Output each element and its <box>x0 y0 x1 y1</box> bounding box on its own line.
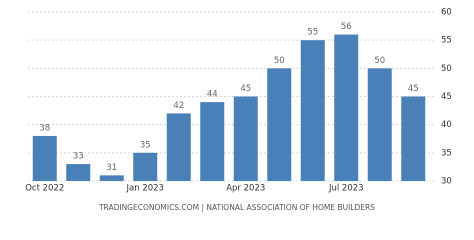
bar <box>32 135 57 181</box>
value-label: 50 <box>274 56 285 66</box>
y-tick-label: 50 <box>441 64 452 74</box>
bar <box>334 34 359 182</box>
value-label: 33 <box>73 152 84 162</box>
x-tick-label: Jul 2023 <box>328 184 364 194</box>
bar <box>133 152 158 181</box>
chart: TRADINGECONOMICS.COM | NATIONAL ASSOCIAT… <box>25 8 452 213</box>
y-tick-label: 55 <box>441 36 452 46</box>
value-label: 55 <box>307 28 318 38</box>
bar <box>200 102 225 181</box>
x-tick-label: Jan 2023 <box>126 184 164 194</box>
value-label: 42 <box>173 101 184 111</box>
value-label: 31 <box>106 163 117 173</box>
y-tick-label: 40 <box>441 120 452 130</box>
value-label: 38 <box>39 123 50 133</box>
value-label: 44 <box>207 90 218 100</box>
y-tick-label: 60 <box>441 8 452 18</box>
bar <box>166 113 191 181</box>
x-tick-label: Oct 2022 <box>25 184 64 194</box>
value-label: 45 <box>240 84 251 94</box>
x-tick-label: Apr 2023 <box>226 184 265 194</box>
bar <box>233 96 258 181</box>
value-label: 35 <box>140 140 151 150</box>
bar <box>300 40 325 181</box>
value-label: 45 <box>408 84 419 94</box>
value-label: 56 <box>341 22 352 32</box>
y-tick-label: 30 <box>441 177 452 187</box>
bar <box>401 96 426 181</box>
bar <box>367 68 392 181</box>
y-tick-label: 35 <box>441 148 452 158</box>
y-tick-label: 45 <box>441 92 452 102</box>
bar <box>66 164 91 181</box>
source: TRADINGECONOMICS.COM | NATIONAL ASSOCIAT… <box>98 203 375 212</box>
bar <box>267 68 292 181</box>
value-label: 50 <box>374 56 385 66</box>
bar <box>99 175 124 181</box>
